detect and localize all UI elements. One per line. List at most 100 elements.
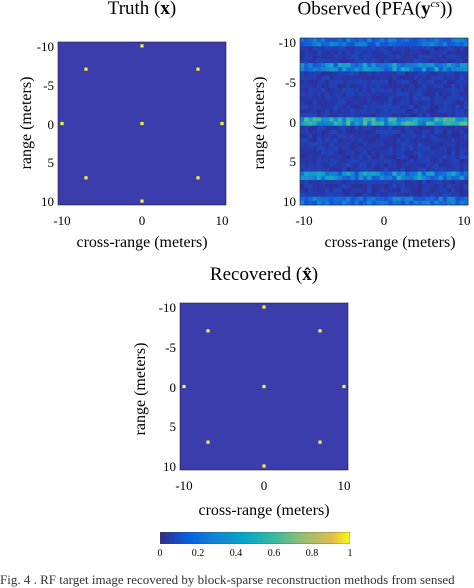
- heatmap-cell: [342, 92, 347, 97]
- heatmap-cell: [438, 71, 444, 76]
- heatmap-cell: [346, 179, 351, 185]
- heatmap-cell: [459, 138, 465, 143]
- heatmap-cell: [396, 159, 402, 164]
- heatmap-cell: [300, 63, 305, 68]
- heatmap-cell: [371, 108, 376, 114]
- heatmap-cell: [337, 175, 343, 181]
- heatmap-cell: [451, 88, 456, 93]
- heatmap-cell: [463, 179, 469, 185]
- heatmap-cell: [438, 83, 444, 89]
- heatmap-cell: [346, 125, 351, 131]
- heatmap-cell: [405, 63, 410, 68]
- heatmap-cell: [430, 104, 435, 110]
- target-point: [318, 329, 322, 333]
- heatmap-cell: [300, 46, 305, 51]
- heatmap-cell: [337, 184, 343, 189]
- heatmap-cell: [333, 113, 339, 118]
- heatmap-cell: [459, 38, 465, 43]
- heatmap-cell: [434, 42, 439, 47]
- heatmap-cell: [350, 117, 355, 122]
- heatmap-cell: [463, 79, 469, 85]
- heatmap-cell: [434, 108, 439, 114]
- heatmap-cell: [312, 154, 318, 160]
- heatmap-cell: [346, 129, 351, 135]
- heatmap-cell: [308, 96, 313, 101]
- heatmap-cell: [350, 179, 355, 185]
- heatmap-cell: [342, 46, 347, 51]
- heatmap-cell: [417, 83, 423, 89]
- plot-frame: [57, 41, 227, 206]
- heatmap-cell: [392, 38, 397, 43]
- heatmap-cell: [308, 129, 313, 135]
- heatmap-cell: [321, 96, 326, 101]
- heatmap-cell: [434, 100, 439, 106]
- heatmap-cell: [316, 171, 322, 177]
- heatmap-cell: [337, 50, 343, 55]
- heatmap-cell: [392, 75, 397, 81]
- heatmap-cell: [409, 175, 414, 181]
- heatmap-cell: [430, 134, 435, 139]
- heatmap-cell: [312, 38, 318, 43]
- heatmap-cell: [430, 92, 435, 97]
- heatmap-cell: [321, 42, 326, 47]
- heatmap-cell: [354, 96, 360, 101]
- heatmap-cell: [413, 42, 418, 47]
- heatmap-cell: [451, 200, 456, 206]
- heatmap-cell: [396, 134, 402, 139]
- heatmap-cell: [321, 129, 326, 135]
- panel-truth-title: Truth (x): [107, 0, 177, 19]
- heatmap-cell: [350, 58, 355, 64]
- heatmap-cell: [388, 192, 393, 197]
- heatmap-cell: [308, 179, 313, 185]
- heatmap-cell: [442, 146, 448, 152]
- heatmap-cell: [438, 129, 444, 135]
- heatmap-cell: [358, 75, 364, 81]
- heatmap-cell: [384, 142, 389, 147]
- heatmap-cell: [337, 167, 343, 172]
- heatmap-cell: [346, 58, 351, 64]
- heatmap-cell: [430, 42, 435, 47]
- x-tick-label: 10: [337, 478, 351, 493]
- heatmap-cell: [358, 200, 364, 206]
- heatmap-cell: [350, 134, 355, 139]
- heatmap-cell: [396, 192, 402, 197]
- heatmap-cell: [379, 129, 385, 135]
- target-point: [220, 121, 224, 126]
- heatmap-cell: [379, 75, 385, 81]
- heatmap-cell: [447, 200, 452, 206]
- heatmap-cell: [405, 96, 410, 101]
- heatmap-cell: [346, 67, 351, 72]
- heatmap-cell: [384, 159, 389, 164]
- heatmap-cell: [455, 117, 460, 122]
- heatmap-cell: [463, 196, 469, 202]
- heatmap-cell: [417, 146, 423, 152]
- heatmap-cell: [455, 163, 460, 168]
- heatmap-cell: [426, 192, 431, 197]
- heatmap-cell: [375, 117, 381, 122]
- heatmap-cell: [426, 175, 431, 181]
- heatmap-cell: [316, 83, 322, 89]
- heatmap-cell: [384, 108, 389, 114]
- heatmap-cell: [371, 154, 376, 160]
- heatmap-cell: [333, 196, 339, 202]
- heatmap-cell: [363, 71, 368, 76]
- heatmap-cell: [379, 113, 385, 118]
- heatmap-cell: [321, 200, 326, 206]
- heatmap-cell: [396, 179, 402, 185]
- heatmap-cell: [409, 88, 414, 93]
- heatmap-cell: [300, 88, 305, 93]
- heatmap-cell: [426, 129, 431, 135]
- heatmap-cell: [358, 121, 364, 126]
- heatmap-cell: [350, 142, 355, 147]
- heatmap-cell: [304, 83, 309, 89]
- heatmap-cell: [455, 38, 460, 43]
- heatmap-cell: [304, 134, 309, 139]
- heatmap-cell: [405, 146, 410, 152]
- heatmap-cell: [388, 129, 393, 135]
- heatmap-cell: [379, 121, 385, 126]
- heatmap-cell: [455, 121, 460, 126]
- heatmap-cell: [451, 134, 456, 139]
- heatmap-cell: [396, 196, 402, 202]
- heatmap-cell: [413, 117, 418, 122]
- heatmap-cell: [300, 71, 305, 76]
